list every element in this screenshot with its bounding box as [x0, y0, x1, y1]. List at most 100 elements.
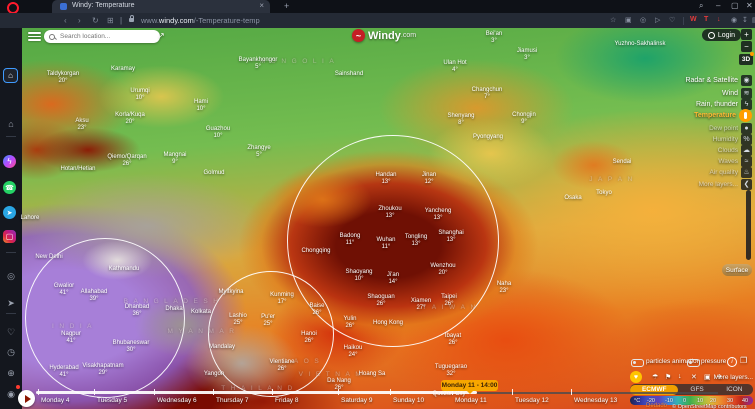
quick-webcam-icon[interactable]: ▣ — [704, 374, 711, 381]
globe-icon[interactable]: ⊕ — [7, 367, 15, 378]
layer-item-radar-satellite[interactable]: Radar & Satellite ◉ — [685, 74, 752, 86]
extension-download-icon[interactable]: ↓ — [717, 16, 721, 23]
tab-close-icon[interactable]: × — [259, 1, 264, 10]
timeline-progress[interactable] — [36, 391, 477, 394]
media-player-icon[interactable]: ▷ — [655, 17, 661, 24]
timeline-day-label[interactable]: Friday 8 — [275, 397, 299, 404]
scale-tick: 40 — [742, 397, 749, 404]
browser-tab[interactable]: Windy: Temperature × — [52, 0, 270, 13]
view-3d-button[interactable]: 3D — [739, 52, 754, 65]
share-icon[interactable]: ↗ — [158, 31, 165, 40]
layer-item-more-layers[interactable]: More layers... ❮ — [699, 178, 752, 190]
timeline-day-label[interactable]: Thursday 7 — [216, 397, 249, 404]
particles-label[interactable]: particles animation — [646, 358, 701, 365]
model-selector: ECMWF GFS ICON — [630, 384, 753, 395]
url-prefix: www. — [141, 16, 159, 25]
attribution-osm[interactable]: © OpenStreetMap contributors — [672, 403, 747, 409]
crosshair-icon[interactable]: ◎ — [7, 270, 15, 281]
url-field[interactable]: www.windy.com/-Temperature-temp — [141, 16, 260, 25]
target-icon[interactable]: ◎ — [640, 17, 647, 24]
wishlist-heart-icon[interactable]: ♡ — [669, 17, 676, 24]
quick-close-icon[interactable]: ✕ — [691, 374, 697, 381]
quick-arrow-icon[interactable]: ↓ — [678, 373, 682, 380]
home-icon[interactable]: ⌂ — [8, 119, 14, 129]
timeline-day-label[interactable]: Wednesday 13 — [574, 397, 618, 404]
extension-t-icon[interactable]: T — [704, 16, 709, 23]
messenger-icon[interactable]: ϟ — [3, 155, 16, 168]
timeline-day-label[interactable]: Monday 11 — [455, 397, 487, 404]
window-maximize-icon[interactable]: ▢ — [731, 1, 739, 10]
pressure-toggle[interactable] — [687, 359, 700, 367]
layer-item-temperature[interactable]: Temperature — [694, 108, 752, 122]
model-ecmwf[interactable]: ECMWF — [630, 384, 679, 395]
login-button[interactable]: Login — [701, 29, 741, 41]
timeline-day-label[interactable]: Monday 4 — [41, 397, 70, 404]
timeline-day-label[interactable]: Saturday 9 — [341, 397, 373, 404]
favorites-heart-button[interactable]: ♥ — [630, 371, 642, 383]
timeline-day-label[interactable]: Wednesday 6 — [157, 397, 197, 404]
layer-item-air-quality[interactable]: Air quality ♨ — [709, 166, 752, 178]
layer-item-humidity[interactable]: Humidity% — [713, 133, 752, 145]
window-search-icon[interactable]: ⌕ — [699, 1, 704, 10]
menu-hamburger-icon[interactable] — [28, 32, 41, 41]
scale-tick: -10 — [665, 397, 673, 404]
play-button[interactable] — [18, 390, 35, 407]
forward-icon[interactable]: › — [78, 16, 81, 25]
snapshot-icon[interactable]: ▣ — [625, 17, 632, 24]
quick-flag-icon[interactable]: ⚑ — [665, 374, 672, 381]
window-close-icon[interactable]: ✕ — [746, 1, 753, 10]
search-input[interactable] — [58, 32, 155, 41]
model-gfs[interactable]: GFS — [690, 386, 704, 393]
back-icon[interactable]: ‹ — [64, 16, 67, 25]
quick-rain-icon[interactable]: ☂ — [652, 374, 659, 381]
zoom-out-button[interactable]: − — [741, 41, 752, 52]
info-icon[interactable]: i — [727, 357, 737, 367]
reload-icon[interactable]: ↻ — [92, 16, 99, 25]
panels-icon[interactable]: ▤ — [752, 16, 755, 24]
badge-caret — [466, 391, 473, 394]
telegram-icon[interactable]: ➤ — [3, 206, 16, 219]
fullscreen-icon[interactable]: ❐ — [740, 356, 748, 365]
windy-bird-icon: ~ — [352, 29, 365, 42]
extension-w-icon[interactable]: W — [690, 16, 697, 23]
quick-route-icon[interactable]: ✈ — [717, 374, 723, 381]
current-time-badge[interactable]: Monday 11 - 14:00 — [441, 380, 498, 394]
timeline-day-label[interactable]: Tuesday 12 — [515, 397, 549, 404]
user-icon — [707, 31, 715, 39]
timeline-day-label[interactable]: Tuesday 5 — [97, 397, 128, 404]
layer-item-wind[interactable]: Wind ≋ — [722, 87, 752, 99]
heart-icon[interactable]: ♡ — [6, 326, 16, 337]
whatsapp-icon[interactable]: ☎ — [3, 181, 16, 194]
send-arrow-icon[interactable]: ➤ — [7, 297, 15, 308]
layer-item-clouds[interactable]: Clouds ☁ — [718, 144, 752, 156]
weather-map[interactable] — [22, 28, 755, 409]
red-badge — [16, 385, 20, 389]
speed-dial-tiles-icon[interactable]: ⊞ — [107, 16, 114, 25]
layer-item-waves[interactable]: Waves ≈ — [718, 155, 752, 167]
windy-logo[interactable]: ~ Windy .com — [352, 29, 416, 42]
history-clock-icon[interactable]: ◷ — [7, 346, 15, 357]
layer-item-dew-point[interactable]: Dew point ● — [709, 122, 752, 134]
zoom-in-button[interactable]: + — [741, 29, 752, 40]
instagram-icon[interactable]: ▢ — [3, 230, 16, 243]
model-icon[interactable]: ICON — [726, 386, 743, 393]
lock-icon[interactable] — [129, 15, 134, 22]
more-layers-button[interactable]: More layers... — [713, 374, 753, 381]
temperature-scale[interactable] — [630, 396, 753, 405]
timeline-day-label[interactable]: Sunday 10 — [393, 397, 425, 404]
settings-gear-icon[interactable]: ◉ — [731, 17, 738, 24]
speed-dial-icon[interactable]: ⌂ — [3, 68, 18, 83]
downloads-tray-icon[interactable]: ↧ — [742, 17, 748, 24]
particles-toggle[interactable] — [631, 359, 644, 367]
notification-dot — [750, 52, 754, 56]
bookmark-star-icon[interactable]: ☆ — [610, 17, 617, 24]
surface-button[interactable]: Surface — [722, 264, 752, 276]
new-tab-button[interactable]: + — [284, 1, 290, 11]
pressure-label[interactable]: pressure — [701, 358, 727, 365]
window-minimize-icon[interactable]: – — [716, 1, 721, 10]
search-box[interactable] — [44, 30, 160, 43]
timeline-track[interactable] — [477, 392, 718, 394]
layer-item-rain-thunder[interactable]: Rain, thunder ϟ — [696, 98, 752, 110]
pin-icon[interactable]: ◉ — [3, 385, 20, 402]
altitude-slider[interactable] — [746, 190, 751, 260]
